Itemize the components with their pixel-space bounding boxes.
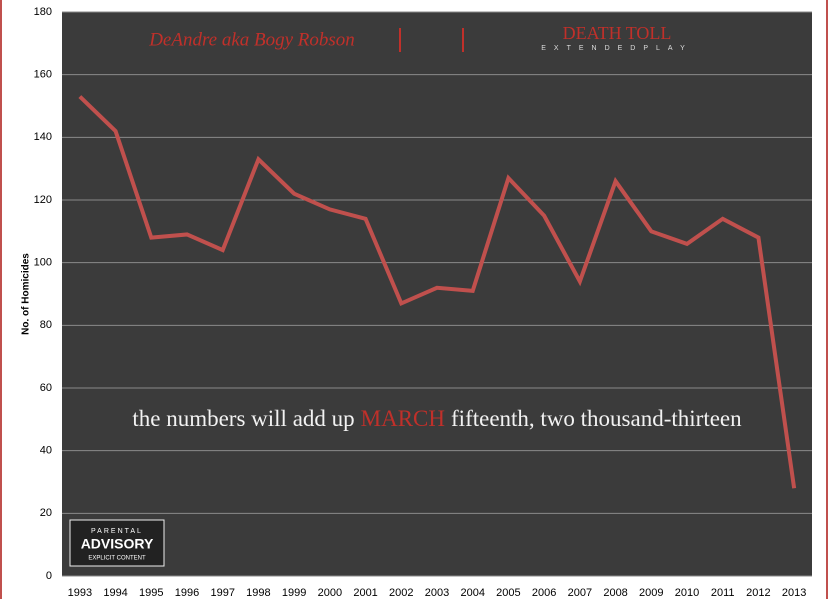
y-tick-label: 80 (40, 319, 52, 331)
badge-text: ADVISORY (81, 536, 154, 552)
y-tick-label: 40 (40, 445, 52, 457)
y-tick-label: 20 (40, 507, 52, 519)
x-tick-label: 1994 (103, 587, 127, 599)
x-tick-label: 2003 (425, 587, 449, 599)
annotation-text: the numbers will add up (132, 406, 354, 431)
x-tick-label: 2009 (639, 587, 663, 599)
y-axis-label: No. of Homicides (21, 253, 32, 335)
x-tick-label: 1997 (210, 587, 234, 599)
badge-text: PARENTAL (91, 528, 143, 535)
y-tick-label: 140 (34, 131, 52, 143)
badge-text: EXPLICIT CONTENT (88, 556, 146, 562)
y-tick-label: 60 (40, 382, 52, 394)
x-tick-label: 2008 (603, 587, 627, 599)
y-tick-label: 180 (34, 6, 52, 18)
x-tick-label: 2006 (532, 587, 556, 599)
x-tick-label: 1995 (139, 587, 163, 599)
data-line (78, 95, 797, 489)
plot-area (62, 12, 812, 576)
chart-subtitle: EXTENDEDPLAY (541, 45, 693, 52)
x-tick-label: 2011 (711, 587, 735, 599)
badge-box (69, 519, 165, 567)
x-tick-label: 1993 (68, 587, 92, 599)
y-tick-label: 100 (34, 257, 52, 269)
border-left (0, 0, 2, 599)
x-tick-label: 2004 (460, 587, 484, 599)
grid (62, 11, 812, 577)
y-tick-label: 160 (34, 69, 52, 81)
x-tick-label: 2013 (782, 587, 806, 599)
x-tick-label: 1999 (282, 587, 306, 599)
y-tick-label: 0 (46, 570, 52, 582)
x-tick-label: 2000 (318, 587, 342, 599)
artist: DeAndre aka Bogy Robson (148, 29, 355, 50)
x-tick-label: 2012 (746, 587, 770, 599)
annotation: the numbers will add up MARCH fifteenth, t… (132, 406, 742, 431)
x-tick-label: 2002 (389, 587, 413, 599)
x-tick-label: 2001 (353, 587, 377, 599)
annotation-text: fifteenth, two thousand-thirteen (451, 406, 742, 431)
x-tick-label: 2007 (568, 587, 592, 599)
y-tick-label: 120 (34, 194, 52, 206)
border-right (826, 0, 828, 599)
x-tick-label: 1998 (246, 587, 270, 599)
annotation-highlight: MARCH (361, 406, 445, 431)
chart-title: DEATH TOLL (563, 23, 672, 43)
parental-advisory: PARENTAL ADVISORY EXPLICIT CONTENT (69, 519, 165, 567)
x-tick-label: 1996 (175, 587, 199, 599)
x-tick-label: 2005 (496, 587, 520, 599)
x-tick-label: 2010 (675, 587, 699, 599)
